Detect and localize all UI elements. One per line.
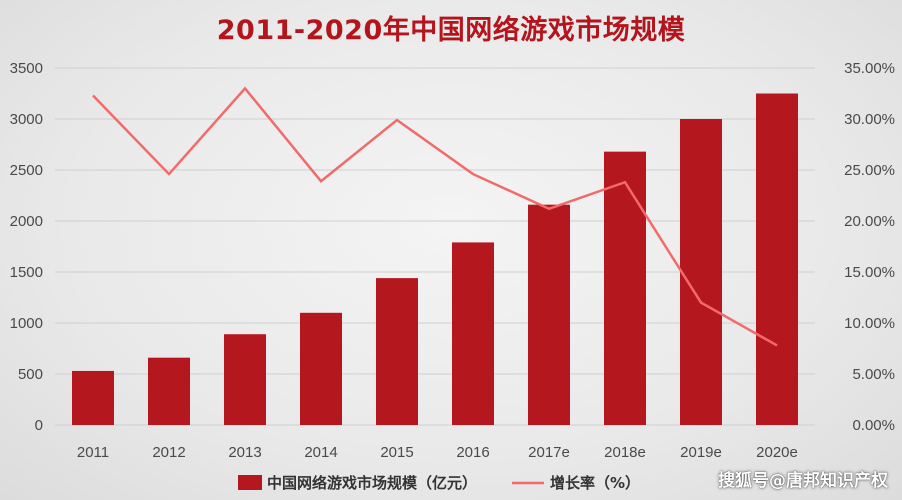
bar (148, 357, 190, 425)
legend-bar-swatch (238, 475, 262, 490)
legend-line-label: 增长率（%） (550, 474, 640, 492)
bar (604, 151, 646, 425)
left-axis-tick-label: 3500 (10, 60, 43, 77)
right-axis-tick-label: 35.00% (844, 60, 895, 77)
bar (224, 334, 266, 425)
bar (300, 312, 342, 425)
bar (376, 278, 418, 425)
bar (452, 242, 494, 425)
right-axis-tick-label: 30.00% (844, 111, 895, 128)
left-axis: 0 500 1000 1500 2000 2500 3000 3500 (10, 60, 43, 434)
x-axis-tick-label: 2016 (456, 444, 489, 461)
right-axis-tick-label: 20.00% (844, 213, 895, 230)
x-axis-tick-label: 2018e (604, 444, 646, 461)
bar-series (72, 93, 798, 425)
growth-line (92, 86, 778, 347)
bar (680, 119, 722, 425)
left-axis-tick-label: 3000 (10, 111, 43, 128)
legend-bar-label: 中国网络游戏市场规模（亿元） (267, 474, 477, 492)
x-axis-tick-label: 2011 (77, 444, 109, 461)
left-axis-tick-label: 1000 (10, 315, 43, 332)
left-axis-tick-label: 500 (18, 366, 43, 383)
right-axis-tick-label: 5.00% (852, 366, 895, 383)
x-axis-tick-label: 2017e (528, 444, 570, 461)
bar (72, 370, 114, 425)
x-axis-tick-label: 2014 (304, 444, 337, 461)
bar (528, 204, 570, 425)
right-axis-tick-label: 15.00% (844, 264, 895, 281)
left-axis-tick-label: 2000 (10, 213, 43, 230)
x-axis-tick-label: 2020e (756, 444, 798, 461)
left-axis-tick-label: 0 (35, 417, 43, 434)
x-axis-tick-label: 2012 (152, 444, 185, 461)
x-axis: 2011 2012 2013 2014 2015 2016 2017e 2018e 2019e 2… (77, 444, 798, 461)
legend: 中国网络游戏市场规模（亿元） 增长率（%） (238, 474, 640, 492)
chart-title: 2011-2020年中国网络游戏市场规模 (216, 15, 686, 46)
x-axis-tick-label: 2013 (228, 444, 261, 461)
watermark: 搜狐号@唐邦知识产权 (718, 471, 888, 491)
bar (756, 93, 798, 425)
x-axis-tick-label: 2015 (380, 444, 413, 461)
x-axis-tick-label: 2019e (680, 444, 722, 461)
right-axis-tick-label: 25.00% (844, 162, 895, 179)
right-axis-tick-label: 0.00% (852, 417, 895, 434)
line-series (92, 86, 778, 347)
right-axis: 0.00% 5.00% 10.00% 15.00% 20.00% 25.00% 30.00%… (844, 60, 895, 434)
right-axis-tick-label: 10.00% (844, 315, 895, 332)
left-axis-tick-label: 2500 (10, 162, 43, 179)
left-axis-tick-label: 1500 (10, 264, 43, 281)
